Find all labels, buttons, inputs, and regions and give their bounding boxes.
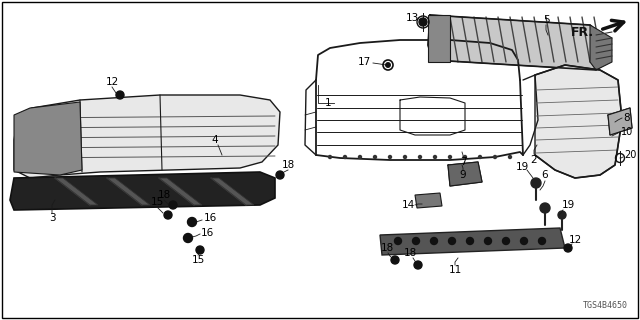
Circle shape	[276, 171, 284, 179]
Text: 7: 7	[460, 157, 467, 167]
Circle shape	[431, 237, 438, 244]
Text: 3: 3	[49, 213, 55, 223]
Circle shape	[520, 237, 527, 244]
Text: 4: 4	[212, 135, 218, 145]
Text: FR.: FR.	[571, 26, 594, 38]
Text: 13: 13	[405, 13, 419, 23]
Circle shape	[388, 156, 392, 158]
Polygon shape	[14, 95, 280, 178]
Circle shape	[164, 211, 172, 219]
Polygon shape	[107, 178, 150, 205]
Text: 14: 14	[401, 200, 415, 210]
Circle shape	[467, 237, 474, 244]
Circle shape	[558, 211, 566, 219]
Text: 9: 9	[460, 170, 467, 180]
Text: 16: 16	[204, 213, 216, 223]
Circle shape	[196, 246, 204, 254]
Text: 19: 19	[561, 200, 575, 210]
Text: 16: 16	[200, 228, 214, 238]
Polygon shape	[535, 65, 622, 178]
Circle shape	[358, 156, 362, 158]
Text: 12: 12	[568, 235, 582, 245]
Text: 18: 18	[403, 248, 417, 258]
Circle shape	[493, 156, 497, 158]
Circle shape	[538, 237, 545, 244]
Circle shape	[169, 201, 177, 209]
Circle shape	[184, 234, 193, 243]
Polygon shape	[428, 15, 450, 62]
Circle shape	[386, 63, 390, 67]
Circle shape	[540, 203, 550, 213]
Text: 10: 10	[621, 127, 633, 137]
Circle shape	[344, 156, 346, 158]
Text: TGS4B4650: TGS4B4650	[583, 301, 628, 310]
Text: 20: 20	[624, 150, 636, 160]
Text: 8: 8	[624, 113, 630, 123]
Circle shape	[413, 237, 419, 244]
Circle shape	[328, 156, 332, 158]
Text: 11: 11	[449, 265, 461, 275]
Circle shape	[531, 178, 541, 188]
Text: 15: 15	[191, 255, 205, 265]
Circle shape	[394, 237, 401, 244]
Text: 15: 15	[150, 197, 164, 207]
Circle shape	[463, 156, 467, 158]
Circle shape	[479, 156, 481, 158]
Polygon shape	[211, 178, 254, 205]
Circle shape	[414, 261, 422, 269]
Text: 6: 6	[541, 170, 548, 180]
Polygon shape	[10, 172, 275, 210]
Polygon shape	[590, 25, 612, 70]
Polygon shape	[14, 102, 82, 175]
Text: 18: 18	[157, 190, 171, 200]
Circle shape	[188, 218, 196, 227]
Text: 18: 18	[282, 160, 294, 170]
Text: 12: 12	[106, 77, 118, 87]
Circle shape	[484, 237, 492, 244]
Circle shape	[502, 237, 509, 244]
Text: 2: 2	[531, 155, 538, 165]
Polygon shape	[415, 193, 442, 208]
Polygon shape	[55, 178, 98, 205]
Text: 19: 19	[515, 162, 529, 172]
Text: 18: 18	[380, 243, 394, 253]
Text: 5: 5	[543, 15, 549, 25]
Circle shape	[509, 156, 511, 158]
Text: 17: 17	[357, 57, 371, 67]
Circle shape	[449, 237, 456, 244]
Circle shape	[433, 156, 436, 158]
Polygon shape	[159, 178, 202, 205]
Circle shape	[449, 156, 451, 158]
Polygon shape	[448, 162, 482, 186]
Text: 1: 1	[324, 98, 332, 108]
Circle shape	[403, 156, 406, 158]
Circle shape	[419, 156, 422, 158]
Circle shape	[374, 156, 376, 158]
Circle shape	[391, 256, 399, 264]
Polygon shape	[428, 15, 610, 70]
Circle shape	[116, 91, 124, 99]
Polygon shape	[608, 108, 632, 135]
Circle shape	[564, 244, 572, 252]
Polygon shape	[380, 228, 565, 255]
Circle shape	[419, 18, 427, 26]
